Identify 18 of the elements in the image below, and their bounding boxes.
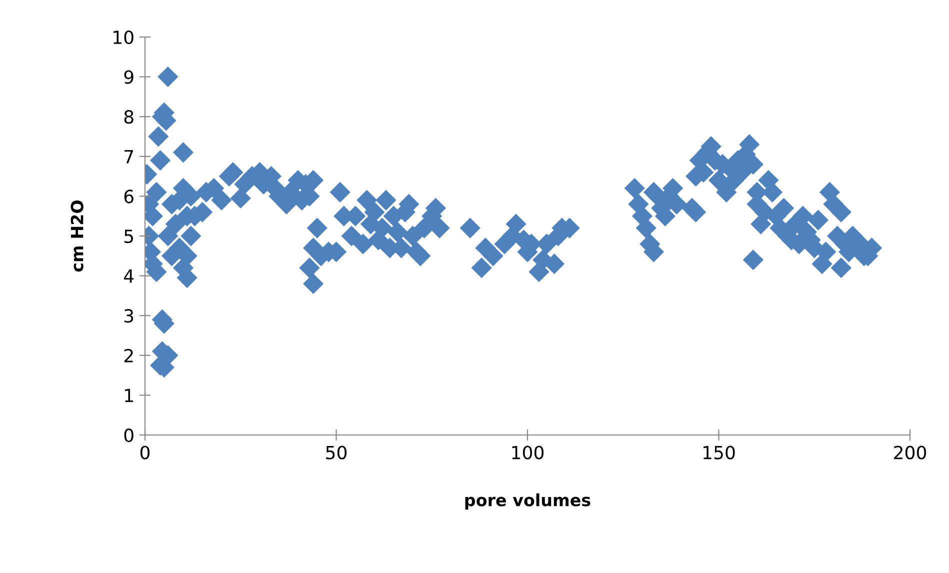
y-tick-label: 7 [124,150,134,164]
x-tick-label: 50 [326,446,347,460]
y-tick-label: 3 [124,309,134,323]
x-tick-label: 100 [512,446,544,460]
y-axis-title: cm H2O [70,200,84,272]
x-axis-title: pore volumes [465,493,590,510]
x-tick-label: 200 [894,446,926,460]
y-tick-label: 8 [124,110,134,124]
y-tick-label: 5 [124,230,134,244]
y-tick-label: 9 [124,70,134,84]
y-tick-label: 6 [124,190,134,204]
y-tick-label: 10 [114,30,134,44]
x-tick-label: 0 [140,446,150,460]
y-tick-label: 4 [124,269,134,283]
y-tick-label: 2 [124,348,133,362]
y-tick-label: 0 [124,428,134,442]
y-tick-label: 1 [125,388,133,402]
x-tick-label: 150 [704,446,735,460]
